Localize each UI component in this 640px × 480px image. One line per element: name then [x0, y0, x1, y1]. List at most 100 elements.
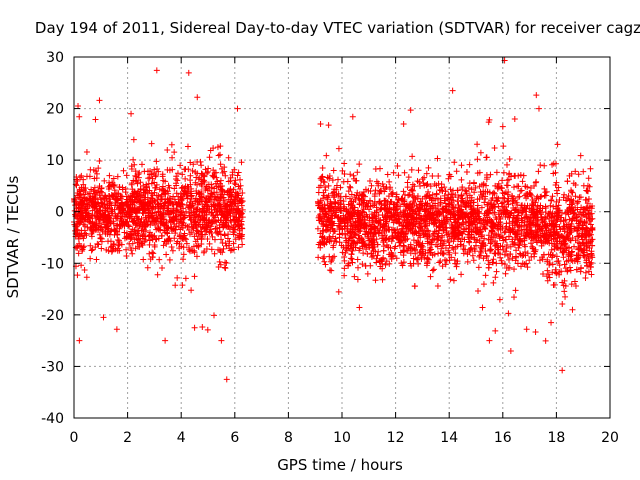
data-point [158, 232, 165, 239]
data-point [236, 186, 243, 193]
data-point [74, 272, 81, 279]
data-point [191, 324, 198, 331]
data-point [580, 168, 587, 175]
data-point [174, 274, 181, 281]
data-point [106, 218, 113, 225]
data-point [217, 177, 224, 184]
data-point [196, 199, 202, 206]
data-point [214, 205, 221, 212]
data-point [211, 189, 218, 196]
data-point [475, 264, 482, 271]
data-point [517, 172, 524, 179]
data-point [126, 223, 133, 230]
data-point [114, 215, 121, 222]
data-point [119, 222, 126, 229]
data-point [184, 143, 191, 150]
data-point [128, 228, 135, 235]
data-point [156, 186, 163, 193]
data-point [202, 198, 209, 205]
data-point [185, 166, 192, 173]
data-point [113, 222, 120, 229]
data-point [560, 254, 567, 261]
data-point [151, 166, 158, 173]
data-point [382, 185, 389, 192]
data-point [511, 116, 518, 123]
data-point [347, 184, 354, 191]
data-point [368, 182, 375, 189]
data-point [224, 188, 231, 195]
data-point [559, 301, 566, 308]
data-point [504, 161, 510, 168]
data-point [144, 168, 151, 175]
data-point [427, 273, 434, 280]
data-point [196, 174, 203, 181]
data-point [76, 191, 83, 198]
data-point [181, 214, 188, 221]
data-point [177, 216, 184, 223]
data-point [475, 287, 482, 294]
data-point [204, 326, 211, 333]
data-points [71, 57, 596, 383]
data-point [569, 306, 576, 313]
data-point [131, 161, 138, 168]
data-point [339, 249, 346, 256]
data-point [449, 87, 456, 94]
data-point [221, 203, 228, 210]
data-point [228, 246, 235, 253]
data-point [118, 241, 125, 248]
data-point [213, 229, 220, 236]
data-point [180, 244, 187, 251]
data-point [217, 183, 224, 190]
data-point [216, 258, 223, 265]
data-point [137, 186, 144, 193]
data-point [153, 181, 160, 188]
data-point [198, 180, 205, 187]
data-point [124, 207, 131, 214]
data-point [221, 264, 228, 271]
data-point [190, 161, 197, 168]
data-point [176, 232, 183, 239]
data-point [235, 214, 242, 221]
data-point [448, 191, 455, 198]
data-point [178, 193, 185, 200]
data-point [191, 273, 198, 280]
data-point [80, 235, 87, 242]
data-point [572, 283, 579, 290]
data-point [139, 231, 146, 238]
data-point [349, 247, 356, 254]
data-point [366, 177, 373, 184]
data-point [105, 238, 112, 245]
data-point [200, 249, 207, 256]
data-point [199, 171, 206, 178]
data-point [561, 288, 568, 295]
data-point [196, 195, 203, 202]
data-point [213, 208, 220, 215]
data-point [477, 149, 484, 156]
data-point [453, 168, 460, 175]
data-point [572, 168, 579, 175]
data-point [125, 194, 132, 201]
data-point [189, 167, 196, 174]
data-point [149, 236, 156, 243]
data-point [458, 176, 465, 183]
data-point [204, 236, 211, 243]
data-point [92, 116, 99, 123]
data-point [223, 376, 230, 383]
data-point [146, 241, 153, 248]
data-point [336, 239, 343, 246]
data-point [192, 168, 199, 175]
data-point [393, 206, 400, 213]
data-point [166, 256, 173, 263]
data-point [103, 195, 110, 202]
data-point [400, 188, 407, 195]
data-point [202, 185, 209, 192]
data-point [148, 218, 155, 225]
data-point [542, 192, 549, 199]
data-point [182, 275, 189, 282]
data-point [91, 184, 98, 191]
data-point [408, 166, 415, 173]
data-point [86, 173, 93, 180]
data-point [96, 207, 103, 214]
data-point [354, 189, 361, 196]
data-point [474, 141, 481, 148]
